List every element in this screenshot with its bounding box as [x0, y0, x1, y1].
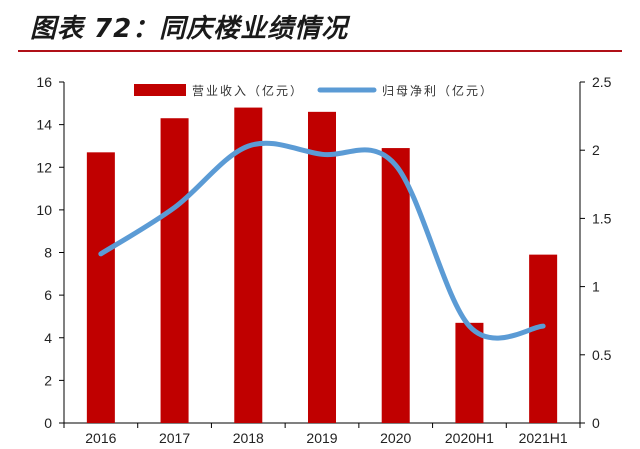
title-bar: 图表 72：同庆楼业绩情况 [0, 0, 640, 52]
revenue-bar [160, 118, 189, 423]
left-tick-label: 0 [44, 415, 52, 431]
x-tick-label: 2019 [306, 430, 337, 446]
revenue-bar [234, 107, 263, 423]
chart-title: 图表 72：同庆楼业绩情况 [30, 14, 349, 44]
revenue-bar [529, 254, 558, 423]
right-tick-label: 2 [592, 142, 600, 158]
x-tick-label: 2021H1 [519, 430, 568, 446]
title-divider [18, 50, 622, 52]
right-tick-label: 2.5 [592, 74, 612, 90]
right-tick-label: 0 [592, 415, 600, 431]
legend-label-net-profit: 归母净利（亿元） [382, 83, 494, 98]
legend-swatch-revenue [134, 84, 186, 96]
x-tick-label: 2016 [85, 430, 116, 446]
left-tick-label: 2 [44, 372, 52, 388]
x-tick-label: 2018 [233, 430, 264, 446]
left-tick-label: 16 [36, 74, 52, 90]
left-tick-label: 14 [36, 117, 52, 133]
revenue-bar [307, 111, 337, 424]
x-tick-label: 2020H1 [445, 430, 494, 446]
revenue-bar [381, 148, 410, 423]
left-tick-label: 12 [36, 159, 52, 175]
right-tick-label: 1 [592, 279, 600, 295]
right-tick-label: 0.5 [592, 347, 612, 363]
right-tick-label: 1.5 [592, 210, 612, 226]
legend-label-revenue: 营业收入（亿元） [192, 83, 304, 98]
x-tick-label: 2017 [159, 430, 190, 446]
left-tick-label: 10 [36, 202, 52, 218]
left-tick-label: 6 [44, 287, 52, 303]
revenue-bar [455, 322, 484, 423]
left-tick-label: 4 [44, 330, 52, 346]
revenue-bar [86, 152, 115, 424]
x-tick-label: 2020 [380, 430, 411, 446]
left-tick-label: 8 [44, 245, 52, 261]
